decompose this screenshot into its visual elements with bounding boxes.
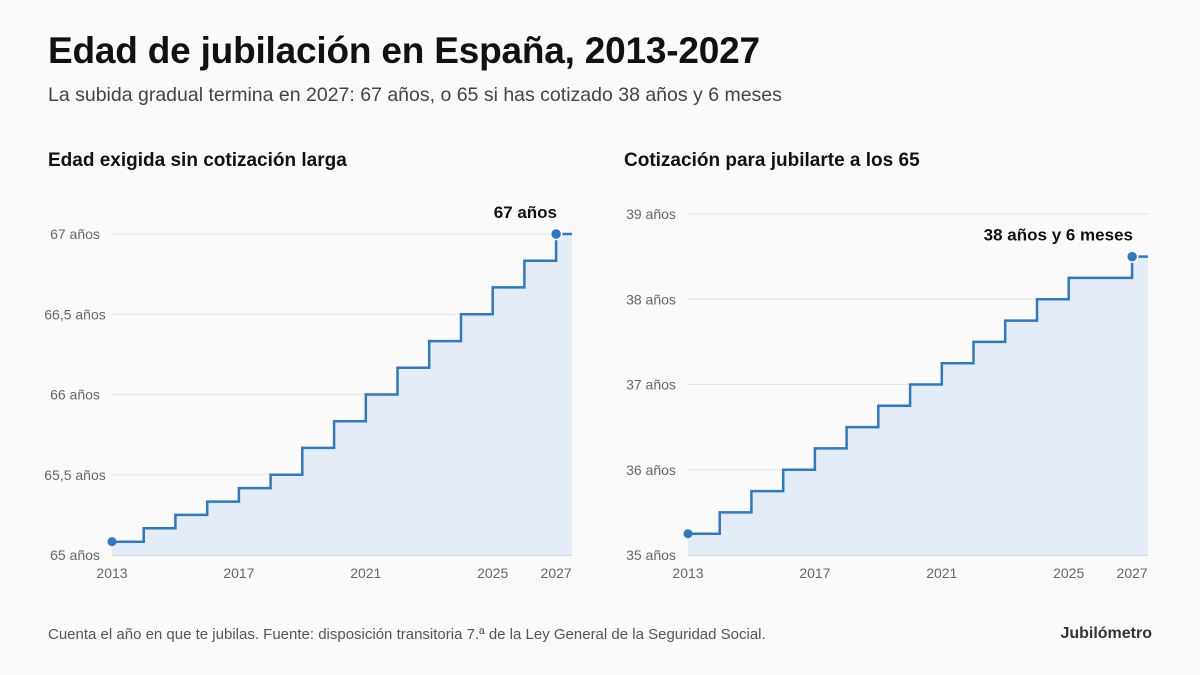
y-tick-label: 67 años (50, 226, 100, 242)
series-line (112, 232, 572, 543)
page-subtitle: La subida gradual termina en 2027: 67 añ… (48, 84, 782, 106)
y-tick-label: 39 años (626, 206, 676, 222)
start-point (683, 529, 693, 539)
x-tick-label: 2013 (672, 565, 703, 581)
y-tick-label: 66,5 años (44, 306, 106, 322)
y-tick-label: 66 años (50, 387, 100, 403)
y-tick-label: 35 años (626, 547, 676, 563)
x-tick-label: 2027 (541, 565, 572, 581)
brand-logo: Jubilómetro (1060, 625, 1152, 642)
end-value-label: 38 años y 6 meses (984, 226, 1133, 245)
y-tick-label: 38 años (626, 291, 676, 307)
y-tick-label: 37 años (626, 377, 676, 393)
chart-title-contribution: Cotización para jubilarte a los 65 (624, 150, 920, 171)
x-tick-label: 2025 (1053, 565, 1084, 581)
chart-0: 65 años 65,5 años 66 años 66,5 años 67 años 6… (44, 203, 572, 581)
chart-1: 35 años 36 años 37 años 38 años 39 años 38 añ… (626, 206, 1148, 581)
start-point (107, 537, 117, 547)
y-tick-label: 65 años (50, 547, 100, 563)
page-title: Edad de jubilación en España, 2013-2027 (48, 30, 760, 71)
end-point (1125, 250, 1139, 263)
series-area (112, 234, 572, 555)
y-tick-label: 36 años (626, 462, 676, 478)
x-tick-label: 2017 (223, 565, 254, 581)
x-tick-label: 2021 (926, 565, 957, 581)
series-line (688, 255, 1148, 535)
x-tick-label: 2027 (1117, 565, 1148, 581)
x-tick-label: 2021 (350, 565, 381, 581)
x-tick-label: 2013 (96, 565, 127, 581)
end-point (549, 227, 563, 241)
series-area (688, 256, 1148, 555)
footer-note: Cuenta el año en que te jubilas. Fuente:… (48, 626, 766, 643)
x-tick-label: 2025 (477, 565, 508, 581)
end-value-label: 67 años (494, 203, 557, 222)
x-tick-label: 2017 (799, 565, 830, 581)
chart-title-age: Edad exigida sin cotización larga (48, 150, 347, 171)
y-tick-label: 65,5 años (44, 467, 106, 483)
